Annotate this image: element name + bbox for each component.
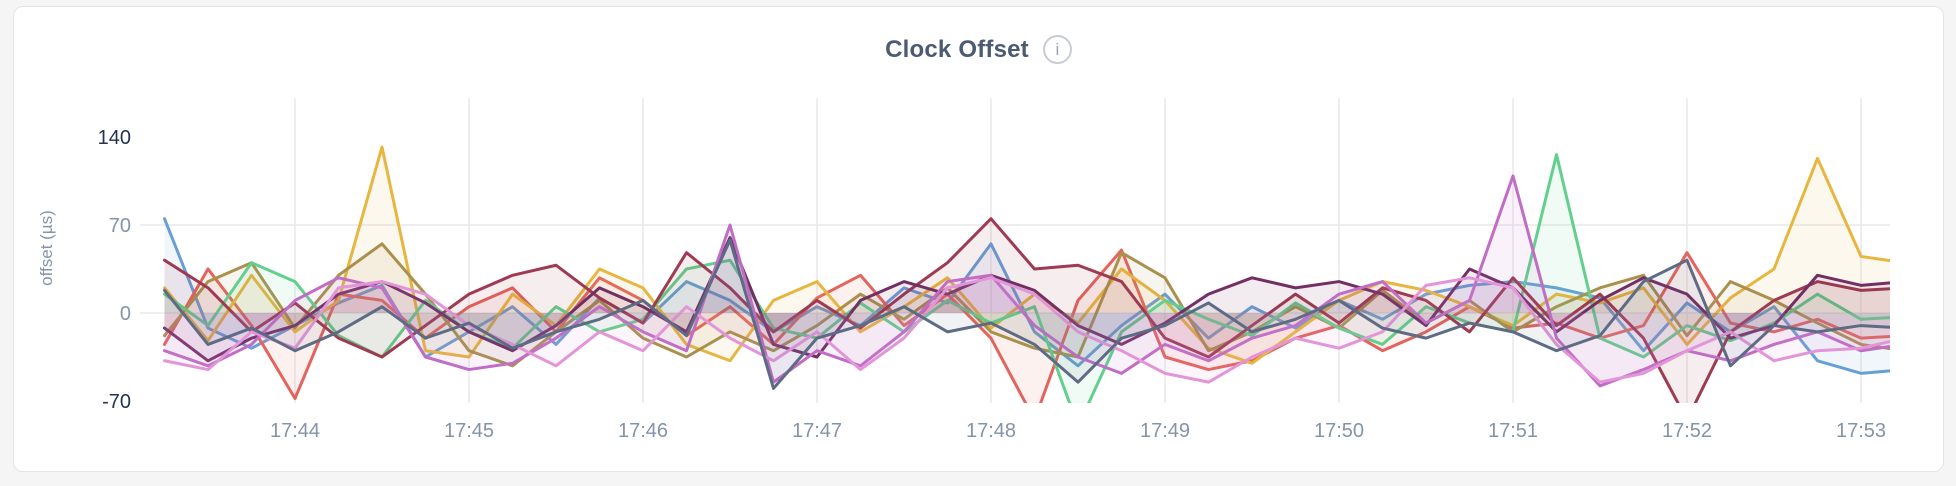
y-axis-title: offset (µs) [37,210,56,286]
info-icon-glyph: i [1055,40,1060,59]
series-area-wine [164,218,1890,403]
series-area-plum [164,237,1890,361]
series-plot-area [163,145,1890,403]
series-line-plum [163,236,1890,363]
y-tick-label: 0 [120,303,131,325]
series-line-wine [163,217,1890,403]
x-tick-label: 17:53 [1836,420,1886,442]
y-tick-label: -70 [102,391,131,413]
series-line-pink [163,276,1890,384]
series-area-mint [164,154,1890,403]
x-tick-label: 17:46 [618,420,668,442]
x-tick-label: 17:44 [270,420,320,442]
info-icon[interactable]: i [1042,35,1072,64]
x-tick-label: 17:52 [1662,420,1712,442]
x-tick-label: 17:45 [444,420,494,442]
x-tick-label: 17:49 [1140,420,1190,442]
x-tick-label: 17:47 [792,420,842,442]
y-tick-label: 70 [109,215,131,237]
series-area-pink [164,277,1890,383]
series-area-slate [164,240,1890,389]
x-tick-label: 17:51 [1488,420,1538,442]
x-tick-label: 17:50 [1314,420,1364,442]
y-axis-labels: 140 70 0 -70 [98,127,131,413]
chart-title: Clock Offset [885,35,1029,63]
series-line-olive [163,242,1890,368]
series-line-coral [163,248,1890,403]
x-tick-label: 17:48 [966,420,1016,442]
series-area-coral [164,250,1890,403]
chart-header: Clock Offset i [14,35,1943,64]
y-tick-label: 140 [98,127,131,149]
series-line-slate [163,238,1890,390]
x-axis-labels: 17:44 17:45 17:46 17:47 17:48 17:49 17:50 17:51… [270,420,1886,442]
clock-offset-panel: Clock Offset i [13,6,1944,472]
